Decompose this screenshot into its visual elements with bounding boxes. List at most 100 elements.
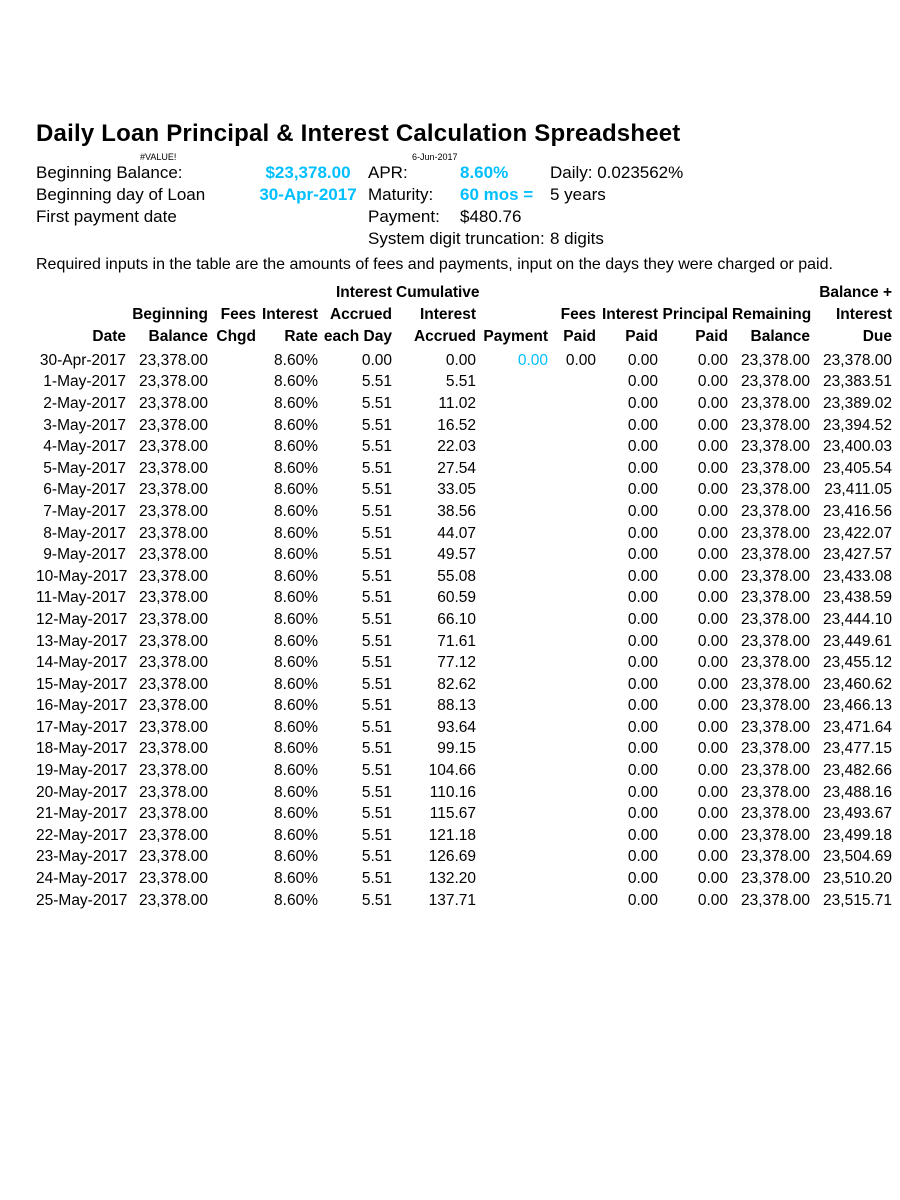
cell-date: 11-May-2017 bbox=[36, 588, 130, 610]
cell-feeschgd[interactable] bbox=[212, 372, 260, 394]
cell-payment[interactable] bbox=[480, 825, 552, 847]
cell-payment[interactable] bbox=[480, 739, 552, 761]
cell-payment[interactable] bbox=[480, 868, 552, 890]
cell-payment[interactable] bbox=[480, 652, 552, 674]
cell-feeschgd[interactable] bbox=[212, 803, 260, 825]
cell-feeschgd[interactable] bbox=[212, 782, 260, 804]
cell-feeschgd[interactable] bbox=[212, 544, 260, 566]
tiny-sub-row: #VALUE! 6-Jun-2017 bbox=[36, 152, 864, 162]
cell-cum: 22.03 bbox=[396, 436, 480, 458]
cell-cum: 93.64 bbox=[396, 717, 480, 739]
cell-payment[interactable] bbox=[480, 372, 552, 394]
cell-payment[interactable] bbox=[480, 782, 552, 804]
cell-intpaid: 0.00 bbox=[600, 652, 662, 674]
cell-feeschgd[interactable] bbox=[212, 696, 260, 718]
input-note: Required inputs in the table are the amo… bbox=[36, 256, 864, 274]
cell-begbal: 23,378.00 bbox=[130, 631, 212, 653]
cell-rate: 8.60% bbox=[260, 760, 322, 782]
cell-feeschgd[interactable] bbox=[212, 847, 260, 869]
cell-payment[interactable] bbox=[480, 544, 552, 566]
cell-feeschgd[interactable] bbox=[212, 566, 260, 588]
table-row: 22-May-201723,378.008.60%5.51121.180.000… bbox=[36, 825, 896, 847]
cell-begbal: 23,378.00 bbox=[130, 760, 212, 782]
cell-feeschgd[interactable] bbox=[212, 609, 260, 631]
cell-payment[interactable] bbox=[480, 890, 552, 912]
cell-accday: 5.51 bbox=[322, 609, 396, 631]
cell-feeschgd[interactable] bbox=[212, 739, 260, 761]
cell-begbal: 23,378.00 bbox=[130, 868, 212, 890]
cell-payment[interactable] bbox=[480, 631, 552, 653]
cell-feeschgd[interactable] bbox=[212, 523, 260, 545]
cell-feeschgd[interactable] bbox=[212, 717, 260, 739]
cell-prinpaid: 0.00 bbox=[662, 803, 732, 825]
col-header-payment bbox=[480, 284, 552, 306]
cell-baldue: 23,510.20 bbox=[814, 868, 896, 890]
cell-payment[interactable] bbox=[480, 566, 552, 588]
cell-payment[interactable] bbox=[480, 760, 552, 782]
cell-prinpaid: 0.00 bbox=[662, 609, 732, 631]
maturity-value[interactable]: 60 mos = bbox=[460, 184, 550, 206]
cell-feeschgd[interactable] bbox=[212, 868, 260, 890]
cell-rate: 8.60% bbox=[260, 350, 322, 372]
cell-payment[interactable] bbox=[480, 523, 552, 545]
cell-payment[interactable] bbox=[480, 393, 552, 415]
cell-cum: 126.69 bbox=[396, 847, 480, 869]
cell-rate: 8.60% bbox=[260, 739, 322, 761]
cell-payment[interactable]: 0.00 bbox=[480, 350, 552, 372]
col-header-accday: Interest bbox=[322, 284, 396, 306]
cell-feeschgd[interactable] bbox=[212, 652, 260, 674]
cell-payment[interactable] bbox=[480, 588, 552, 610]
cell-baldue: 23,471.64 bbox=[814, 717, 896, 739]
cell-feeschgd[interactable] bbox=[212, 501, 260, 523]
cell-payment[interactable] bbox=[480, 609, 552, 631]
cell-payment[interactable] bbox=[480, 436, 552, 458]
cell-rate: 8.60% bbox=[260, 631, 322, 653]
cell-cum: 66.10 bbox=[396, 609, 480, 631]
cell-payment[interactable] bbox=[480, 458, 552, 480]
cell-accday: 5.51 bbox=[322, 393, 396, 415]
cell-cum: 33.05 bbox=[396, 480, 480, 502]
truncation-value: 8 digits bbox=[550, 228, 604, 250]
cell-payment[interactable] bbox=[480, 717, 552, 739]
apr-value[interactable]: 8.60% bbox=[460, 162, 550, 184]
cell-intpaid: 0.00 bbox=[600, 674, 662, 696]
cell-feeschgd[interactable] bbox=[212, 480, 260, 502]
cell-feeschgd[interactable] bbox=[212, 458, 260, 480]
col-header-begbal: Balance bbox=[130, 328, 212, 350]
cell-feeschgd[interactable] bbox=[212, 588, 260, 610]
cell-rate: 8.60% bbox=[260, 782, 322, 804]
beginning-balance-value[interactable]: $23,378.00 bbox=[248, 162, 368, 184]
cell-feeschgd[interactable] bbox=[212, 350, 260, 372]
cell-payment[interactable] bbox=[480, 847, 552, 869]
cell-prinpaid: 0.00 bbox=[662, 588, 732, 610]
cell-payment[interactable] bbox=[480, 501, 552, 523]
cell-feeschgd[interactable] bbox=[212, 825, 260, 847]
cell-feespaid bbox=[552, 717, 600, 739]
cell-intpaid: 0.00 bbox=[600, 523, 662, 545]
cell-feeschgd[interactable] bbox=[212, 890, 260, 912]
beginning-day-value[interactable]: 30-Apr-2017 bbox=[248, 184, 368, 206]
cell-feeschgd[interactable] bbox=[212, 631, 260, 653]
cell-feeschgd[interactable] bbox=[212, 760, 260, 782]
cell-payment[interactable] bbox=[480, 415, 552, 437]
cell-feeschgd[interactable] bbox=[212, 415, 260, 437]
truncation-label: System digit truncation: bbox=[368, 228, 550, 250]
cell-feeschgd[interactable] bbox=[212, 436, 260, 458]
cell-rembal: 23,378.00 bbox=[732, 674, 814, 696]
col-header-baldue: Due bbox=[814, 328, 896, 350]
cell-payment[interactable] bbox=[480, 674, 552, 696]
cell-feespaid bbox=[552, 847, 600, 869]
cell-feeschgd[interactable] bbox=[212, 674, 260, 696]
cell-payment[interactable] bbox=[480, 803, 552, 825]
cell-baldue: 23,499.18 bbox=[814, 825, 896, 847]
cell-baldue: 23,460.62 bbox=[814, 674, 896, 696]
cell-rembal: 23,378.00 bbox=[732, 825, 814, 847]
cell-payment[interactable] bbox=[480, 480, 552, 502]
cell-payment[interactable] bbox=[480, 696, 552, 718]
cell-feespaid bbox=[552, 393, 600, 415]
cell-feespaid bbox=[552, 480, 600, 502]
cell-feeschgd[interactable] bbox=[212, 393, 260, 415]
cell-accday: 5.51 bbox=[322, 523, 396, 545]
cell-prinpaid: 0.00 bbox=[662, 868, 732, 890]
col-header-feespaid: Paid bbox=[552, 328, 600, 350]
